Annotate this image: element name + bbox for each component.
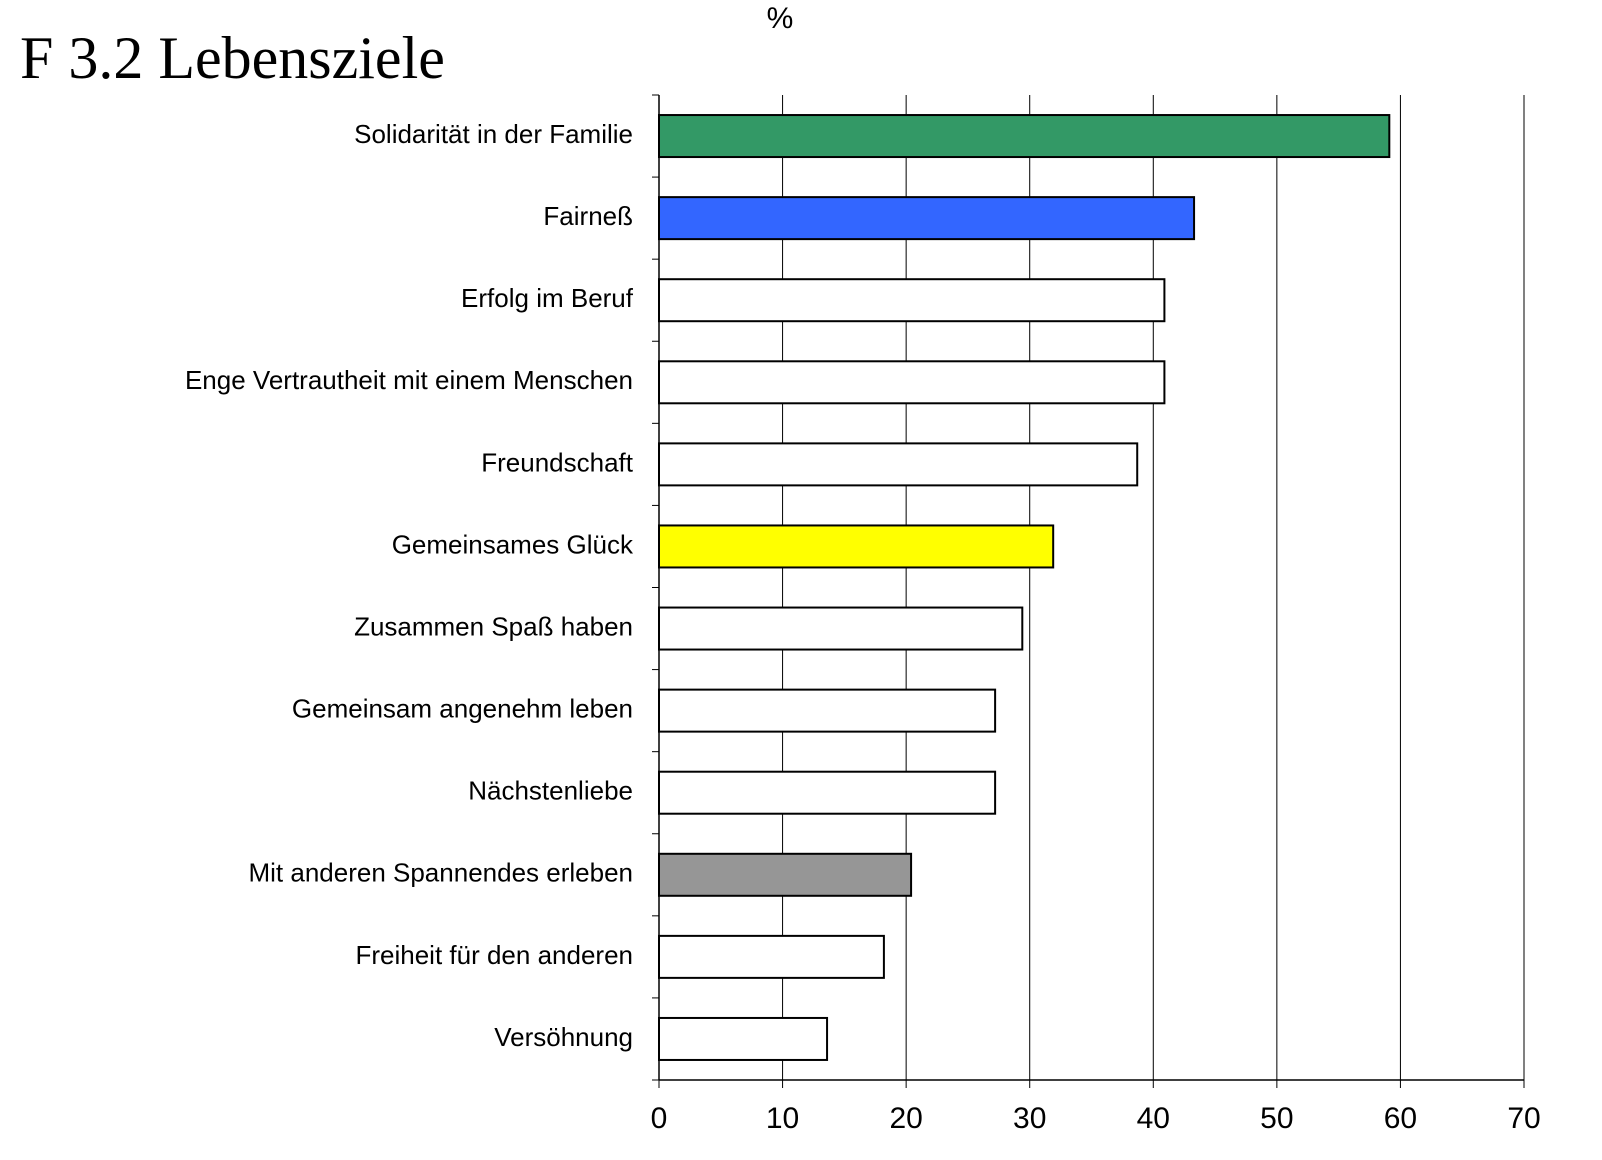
x-tick-label: 0 bbox=[651, 1102, 668, 1135]
y-tick-label: Solidarität in der Familie bbox=[354, 119, 633, 149]
bar bbox=[658, 360, 1166, 405]
y-tick-label: Enge Vertrautheit mit einem Menschen bbox=[185, 365, 633, 395]
bar bbox=[658, 442, 1139, 487]
x-tick-label: 50 bbox=[1260, 1102, 1293, 1135]
y-tick-label: Mit anderen Spannendes erleben bbox=[248, 858, 633, 888]
bar bbox=[658, 114, 1391, 159]
x-tick-label: 70 bbox=[1507, 1102, 1540, 1135]
x-tick-label: 30 bbox=[1013, 1102, 1046, 1135]
y-tick-label: Nächstenliebe bbox=[468, 776, 633, 806]
y-tick-label: Freundschaft bbox=[481, 447, 634, 477]
y-tick-label: Fairneß bbox=[543, 201, 633, 231]
bar bbox=[658, 770, 997, 815]
bar bbox=[658, 852, 913, 897]
bar bbox=[658, 278, 1166, 323]
y-tick-label: Versöhnung bbox=[494, 1022, 633, 1052]
bar bbox=[658, 688, 997, 733]
chart-title: F 3.2 Lebensziele bbox=[20, 25, 445, 91]
bar bbox=[658, 1016, 829, 1061]
x-tick-label: 40 bbox=[1137, 1102, 1170, 1135]
y-tick-label: Freiheit für den anderen bbox=[355, 940, 633, 970]
y-tick-label: Gemeinsam angenehm leben bbox=[292, 694, 633, 724]
x-tick-label: 10 bbox=[766, 1102, 799, 1135]
y-tick-label: Erfolg im Beruf bbox=[461, 283, 634, 313]
y-tick-label: Zusammen Spaß haben bbox=[354, 611, 633, 641]
x-tick-label: 20 bbox=[889, 1102, 922, 1135]
bar bbox=[658, 606, 1024, 651]
bar bbox=[658, 524, 1055, 569]
axis-label: % bbox=[767, 2, 794, 35]
y-tick-label: Gemeinsames Glück bbox=[392, 529, 634, 559]
bar bbox=[658, 934, 885, 979]
x-tick-label: 60 bbox=[1384, 1102, 1417, 1135]
bar bbox=[658, 196, 1196, 241]
